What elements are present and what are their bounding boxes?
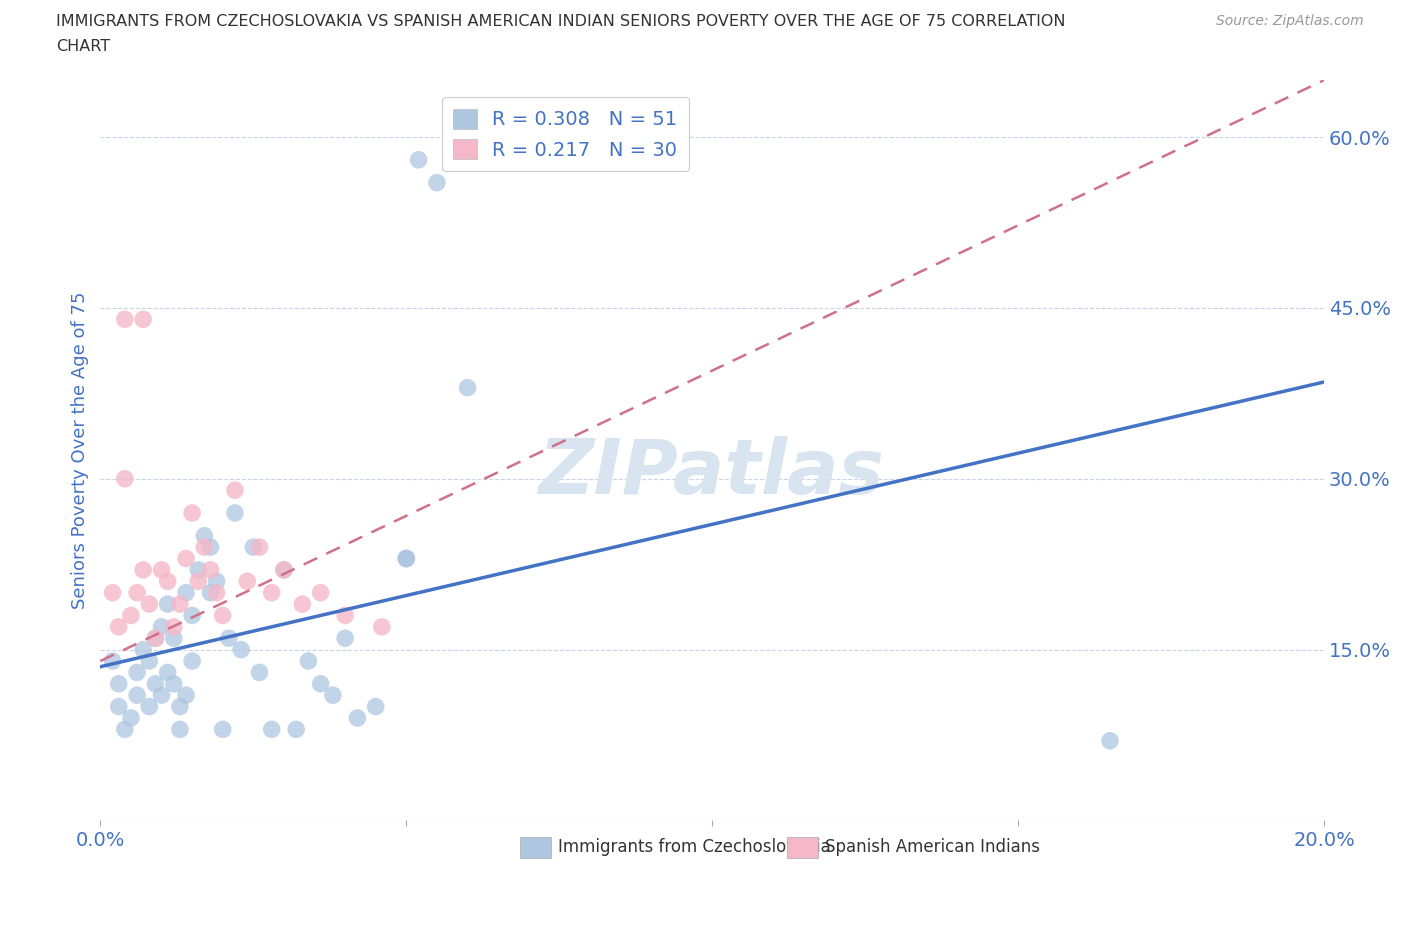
Y-axis label: Seniors Poverty Over the Age of 75: Seniors Poverty Over the Age of 75: [72, 291, 89, 609]
Point: [333, 608, 356, 623]
Point: [125, 665, 148, 680]
Point: [181, 506, 204, 521]
Point: [200, 539, 222, 554]
Point: [101, 654, 124, 669]
Point: [114, 312, 136, 326]
Point: [174, 585, 197, 600]
Point: [260, 585, 283, 600]
Point: [169, 722, 191, 737]
Point: [181, 654, 204, 669]
Point: [145, 631, 167, 645]
Point: [107, 619, 129, 634]
Point: [107, 676, 129, 691]
Legend: R = 0.308   N = 51, R = 0.217   N = 30: R = 0.308 N = 51, R = 0.217 N = 30: [441, 98, 689, 171]
Point: [156, 574, 179, 589]
Point: [211, 608, 233, 623]
Point: [163, 676, 186, 691]
Point: [138, 699, 160, 714]
Point: [107, 699, 129, 714]
Point: [273, 563, 295, 578]
Point: [132, 312, 155, 326]
Point: [200, 585, 222, 600]
Point: [132, 643, 155, 658]
Point: [346, 711, 368, 725]
Point: [242, 539, 264, 554]
Point: [114, 472, 136, 486]
Point: [187, 574, 209, 589]
Point: [395, 551, 418, 566]
Point: [456, 380, 478, 395]
Point: [371, 619, 394, 634]
Point: [426, 175, 449, 190]
Point: [145, 631, 167, 645]
Point: [125, 585, 148, 600]
Point: [169, 699, 191, 714]
Text: Source: ZipAtlas.com: Source: ZipAtlas.com: [1216, 14, 1364, 28]
Point: [211, 722, 233, 737]
Point: [187, 563, 209, 578]
Point: [224, 506, 246, 521]
Point: [309, 676, 332, 691]
Point: [150, 688, 173, 703]
Point: [1098, 734, 1121, 749]
Text: CHART: CHART: [56, 39, 110, 54]
Point: [224, 483, 246, 498]
Point: [205, 585, 228, 600]
Point: [408, 153, 430, 167]
Point: [138, 654, 160, 669]
Point: [218, 631, 240, 645]
Point: [193, 539, 215, 554]
Point: [114, 722, 136, 737]
Point: [395, 551, 418, 566]
Point: [229, 643, 252, 658]
Point: [297, 654, 319, 669]
Point: [291, 597, 314, 612]
Point: [249, 665, 271, 680]
Point: [156, 597, 179, 612]
Point: [163, 619, 186, 634]
Point: [333, 631, 356, 645]
Text: IMMIGRANTS FROM CZECHOSLOVAKIA VS SPANISH AMERICAN INDIAN SENIORS POVERTY OVER T: IMMIGRANTS FROM CZECHOSLOVAKIA VS SPANIS…: [56, 14, 1066, 29]
Point: [132, 563, 155, 578]
Point: [260, 722, 283, 737]
Text: Spanish American Indians: Spanish American Indians: [825, 839, 1040, 857]
Point: [120, 608, 142, 623]
Point: [174, 551, 197, 566]
Point: [193, 528, 215, 543]
Point: [120, 711, 142, 725]
Point: [150, 563, 173, 578]
Point: [174, 688, 197, 703]
Point: [236, 574, 259, 589]
Point: [249, 539, 271, 554]
Point: [181, 608, 204, 623]
Point: [163, 631, 186, 645]
Point: [322, 688, 344, 703]
Point: [309, 585, 332, 600]
Point: [145, 676, 167, 691]
Point: [156, 665, 179, 680]
Point: [101, 585, 124, 600]
Point: [285, 722, 308, 737]
Point: [138, 597, 160, 612]
Point: [273, 563, 295, 578]
Point: [125, 688, 148, 703]
Point: [395, 551, 418, 566]
Text: Immigrants from Czechoslovakia: Immigrants from Czechoslovakia: [558, 839, 831, 857]
Point: [150, 619, 173, 634]
Point: [169, 597, 191, 612]
Point: [200, 563, 222, 578]
Text: ZIPatlas: ZIPatlas: [540, 435, 886, 510]
Point: [364, 699, 387, 714]
Point: [205, 574, 228, 589]
